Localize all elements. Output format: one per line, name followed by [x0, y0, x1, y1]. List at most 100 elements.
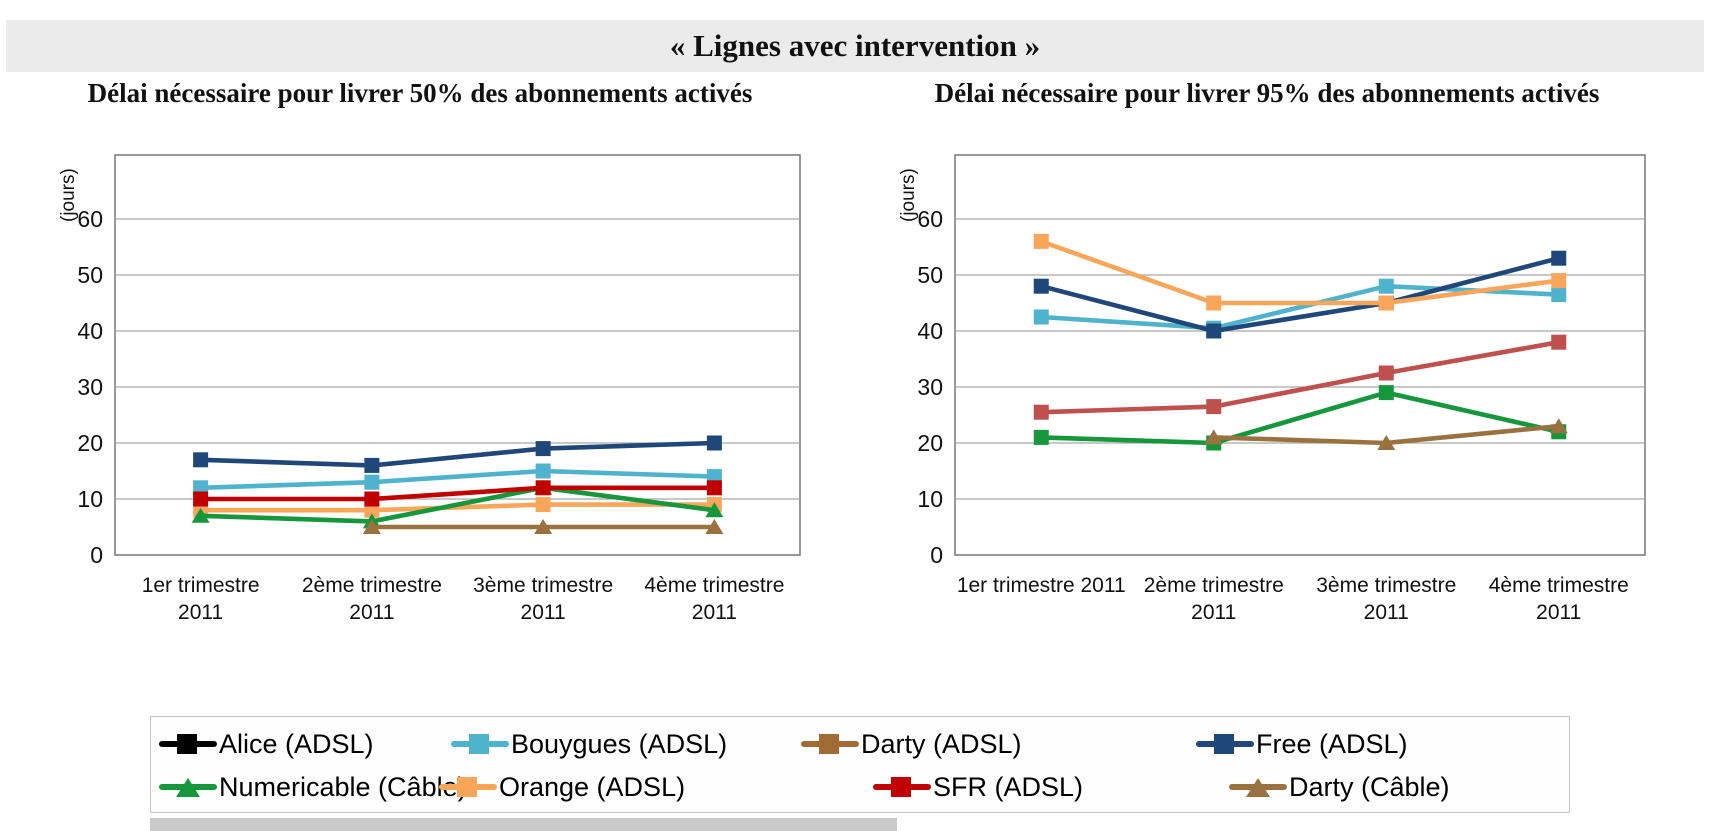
chart-legend: Alice (ADSL) Bouygues (ADSL) Darty (ADSL) F… [150, 716, 1570, 813]
series-line-Orange (ADSL) [200, 502, 715, 513]
x-tick-label: 1er trimestre 2011 [957, 574, 1126, 597]
legend-label: Numericable (Câble) [219, 771, 467, 802]
legend-label: Darty (Câble) [1289, 771, 1450, 802]
data-point-Free (ADSL) [1033, 278, 1049, 294]
legend-shape [469, 734, 489, 754]
legend-shape [1246, 778, 1270, 797]
data-point-Free (ADSL) [706, 435, 722, 451]
y-tick-label: 20 [77, 430, 103, 456]
data-point-Bouygues (ADSL) [535, 463, 551, 479]
x-tick-label: 3ème trimestre [1316, 574, 1456, 597]
y-tick-label: 10 [917, 486, 943, 512]
data-point-Darty (Câble) [1549, 418, 1568, 434]
plot-area [954, 154, 1646, 556]
data-point-Darty (Câble) [1204, 429, 1223, 445]
series-line-Free (ADSL) [1040, 255, 1560, 334]
legend-item-Alice (ADSL): Alice (ADSL) [159, 724, 374, 764]
data-point-Free (ADSL) [193, 452, 209, 468]
legend-label: Orange (ADSL) [499, 771, 686, 802]
x-tick-label: 2011 [1364, 601, 1409, 624]
y-tick-label: 30 [77, 374, 103, 400]
square-marker-icon [873, 767, 931, 807]
x-tick-label: 2011 [1536, 601, 1581, 624]
bottom-strip [150, 818, 897, 831]
y-axis-unit-label: (jours) [58, 168, 79, 222]
series-line-Bouygues (ADSL) [200, 468, 715, 491]
triangle-marker-icon [159, 767, 217, 807]
data-point-Numericable (Câble) [1378, 385, 1394, 401]
y-axis-unit-label: (jours) [898, 168, 919, 222]
chart-95-delai-livraison: 0 10 20 30 40 50 60(jours) 1er trimestre 2011 2è… [898, 154, 1646, 624]
legend-label: Darty (ADSL) [861, 728, 1022, 759]
legend-label: Alice (ADSL) [219, 728, 374, 759]
triangle-marker-icon [1229, 767, 1287, 807]
x-tick-label: 3ème trimestre [473, 574, 613, 597]
legend-item-Free (ADSL): Free (ADSL) [1196, 724, 1408, 764]
data-point-SFR (ADSL) [1033, 404, 1049, 420]
x-tick-label: 2011 [1191, 601, 1236, 624]
data-point-Darty (Câble) [534, 519, 553, 534]
y-tick-label: 40 [917, 318, 943, 344]
legend-shape [176, 778, 200, 797]
series-line-Numericable (Câble) [1041, 390, 1560, 446]
chart-50-delai-livraison: 0 10 20 30 40 50 60(jours) 1er trimestre 2011 2èm… [58, 154, 801, 624]
series-line-SFR (ADSL) [200, 485, 715, 502]
data-point-Bouygues (ADSL) [364, 474, 380, 490]
data-point-SFR (ADSL) [535, 480, 551, 496]
data-point-Free (ADSL) [1206, 323, 1222, 339]
data-point-Free (ADSL) [364, 457, 380, 473]
legend-item-SFR (ADSL): SFR (ADSL) [873, 767, 1083, 807]
y-tick-label: 0 [930, 542, 943, 568]
legend-label: Bouygues (ADSL) [511, 728, 728, 759]
data-point-SFR (ADSL) [1551, 334, 1567, 350]
square-marker-icon [1196, 724, 1254, 764]
y-tick-label: 30 [917, 374, 943, 400]
square-marker-icon [451, 724, 509, 764]
data-point-Numericable (Câble) [705, 502, 724, 518]
x-tick-label: 2011 [692, 601, 737, 624]
data-point-Bouygues (ADSL) [1551, 287, 1567, 303]
chart-title-95: Délai nécessaire pour livrer 95% des abo… [934, 78, 1600, 108]
legend-shape [891, 777, 911, 797]
data-point-Numericable (Câble) [1033, 429, 1049, 445]
legend-item-Numericable (Câble): Numericable (Câble) [159, 767, 467, 807]
legend-item-Orange (ADSL): Orange (ADSL) [439, 767, 685, 807]
square-marker-icon [159, 724, 217, 764]
data-point-SFR (ADSL) [1378, 365, 1394, 381]
data-point-Bouygues (ADSL) [1033, 309, 1049, 325]
x-tick-label: 2011 [521, 601, 566, 624]
y-tick-label: 60 [77, 206, 103, 232]
y-tick-label: 50 [77, 262, 103, 288]
page-title: « Lignes avec intervention » [669, 28, 1041, 63]
data-point-Darty (Câble) [362, 519, 381, 534]
data-point-Orange (ADSL) [1551, 273, 1567, 289]
series-line-Free (ADSL) [200, 440, 715, 468]
legend-item-Darty (ADSL): Darty (ADSL) [801, 724, 1022, 764]
x-tick-label: 2011 [349, 601, 394, 624]
data-point-SFR (ADSL) [706, 480, 722, 496]
legend-label: Free (ADSL) [1256, 728, 1408, 759]
legend-shape [819, 734, 839, 754]
legend-shape [177, 734, 197, 754]
legend-shape [457, 777, 477, 797]
square-marker-icon [439, 767, 497, 807]
x-tick-label: 2ème trimestre [1144, 574, 1284, 597]
data-point-SFR (ADSL) [193, 491, 209, 507]
data-point-Numericable (Câble) [191, 507, 210, 523]
y-tick-label: 0 [90, 542, 103, 568]
series-line-Orange (ADSL) [1040, 239, 1560, 306]
x-tick-label: 2011 [178, 601, 223, 624]
data-point-Orange (ADSL) [535, 497, 551, 513]
x-tick-label: 1er trimestre [142, 574, 260, 597]
data-point-SFR (ADSL) [1206, 399, 1222, 415]
y-tick-label: 50 [917, 262, 943, 288]
y-tick-label: 40 [77, 318, 103, 344]
data-point-Orange (ADSL) [1378, 295, 1394, 311]
x-tick-label: 4ème trimestre [1489, 574, 1629, 597]
data-point-Free (ADSL) [535, 441, 551, 457]
legend-shape [1214, 734, 1234, 754]
data-point-SFR (ADSL) [364, 491, 380, 507]
legend-item-Bouygues (ADSL): Bouygues (ADSL) [451, 724, 727, 764]
square-marker-icon [801, 724, 859, 764]
